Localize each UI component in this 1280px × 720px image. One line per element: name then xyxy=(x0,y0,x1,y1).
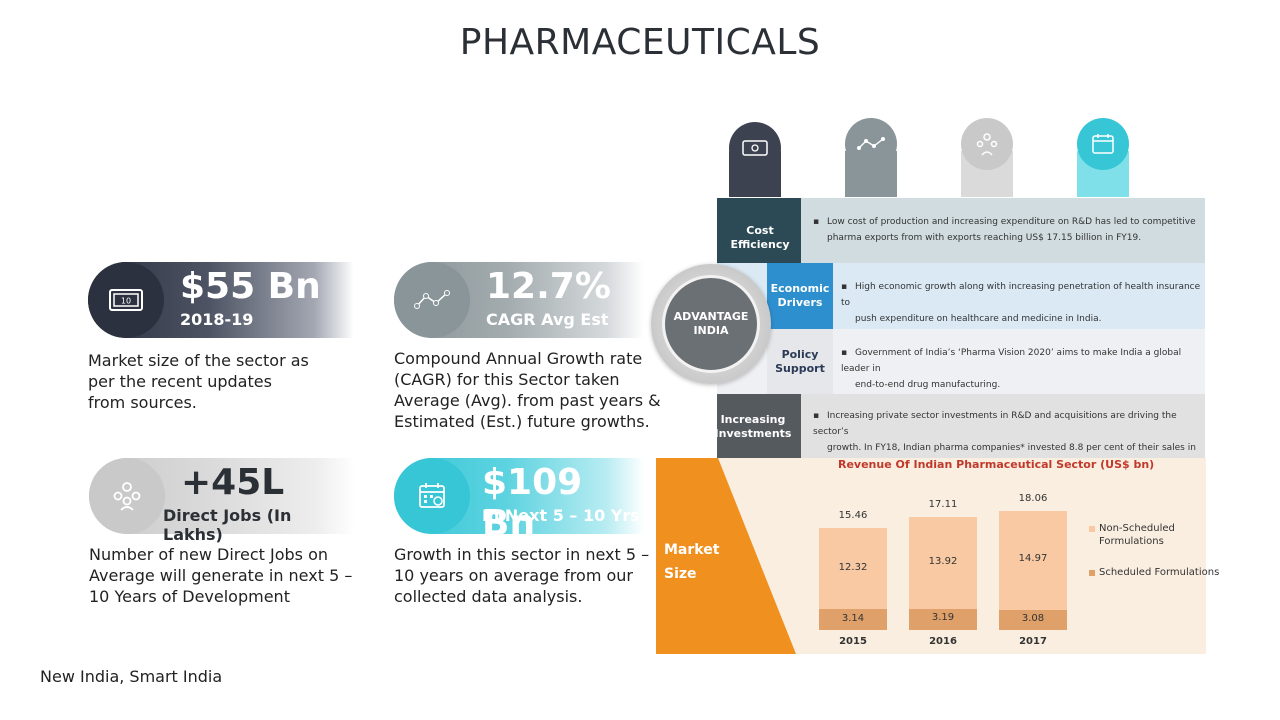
legend-non-scheduled: Non-Scheduled Formulations xyxy=(1099,523,1175,547)
stat-value: 12.7% xyxy=(486,266,611,307)
calendar-icon xyxy=(1077,118,1129,170)
chart-title: Revenue Of Indian Pharmaceutical Sector … xyxy=(838,458,1155,471)
people-icon xyxy=(961,118,1013,170)
legend-swatch-non-scheduled xyxy=(1089,526,1095,532)
row-label: Cost Efficiency xyxy=(717,198,801,263)
stat-description: Market size of the sector as per the rece… xyxy=(88,351,309,412)
data-label-non-scheduled: 13.92 xyxy=(928,556,958,567)
money-icon xyxy=(729,122,781,174)
advantage-row-cost: Cost Efficiency ▪ Low cost of production a… xyxy=(717,198,1205,263)
x-tick-label: 2016 xyxy=(929,636,957,647)
data-label-total: 15.46 xyxy=(838,509,868,521)
data-label-total: 18.06 xyxy=(1018,492,1048,504)
data-label-non-scheduled: 14.97 xyxy=(1018,553,1048,565)
data-label-scheduled: 3.19 xyxy=(931,612,955,624)
advantage-india-label: ADVANTAGE INDIA xyxy=(662,275,760,373)
page-title: PHARMACEUTICALS xyxy=(459,22,821,63)
advantage-india-circle: ADVANTAGE INDIA xyxy=(651,264,771,384)
row-text: ▪ High economic growth along with increas… xyxy=(841,282,1201,324)
x-tick-label: 2017 xyxy=(1019,636,1047,647)
stat-card-cagr: 12.7% CAGR Avg Est xyxy=(394,262,644,338)
money-icon: 10 xyxy=(88,262,164,338)
legend-scheduled: Scheduled Formulations xyxy=(1099,567,1220,578)
svg-text:10: 10 xyxy=(121,297,131,306)
calendar-icon xyxy=(394,458,470,534)
stat-card-jobs: +45L Direct Jobs (In Lakhs) xyxy=(89,458,355,544)
advantage-row-investments: Increasing Investments ▪ Increasing privat… xyxy=(715,394,1205,469)
bar-non-scheduled-2016 xyxy=(909,517,977,609)
line-chart-icon xyxy=(394,262,470,338)
stat-caption: Direct Jobs (In Lakhs) xyxy=(163,506,292,544)
stat-value: +45L xyxy=(181,462,285,503)
bar-non-scheduled-2015 xyxy=(819,527,887,610)
stat-card-market-size: 10 $55 Bn 2018-19 xyxy=(88,262,354,338)
legend-swatch-scheduled xyxy=(1089,570,1095,576)
data-label-total: 17.11 xyxy=(928,499,958,511)
bar-non-scheduled-2017 xyxy=(999,510,1067,610)
row-label: Increasing Investments xyxy=(715,394,801,458)
stat-description: Compound Annual Growth rate (CAGR) for th… xyxy=(394,349,661,431)
stat-description: Number of new Direct Jobs on Average will… xyxy=(89,545,353,606)
row-text: ▪ Government of India’s ‘Pharma Vision 20… xyxy=(841,348,1182,390)
stat-card-growth: $109 Bn In Next 5 – 10 Yrs xyxy=(394,458,644,544)
stat-caption: 2018-19 xyxy=(180,310,254,329)
footer-text: New India, Smart India xyxy=(40,667,223,686)
stat-value: $55 Bn xyxy=(180,266,321,307)
row-label: Economic Drivers xyxy=(767,263,833,329)
stat-description: Growth in this sector in next 5 –10 year… xyxy=(394,545,650,606)
bar-scheduled-2017 xyxy=(999,609,1067,630)
advantage-row-policy: Policy Support ▪ Government of India’s ‘Ph… xyxy=(717,329,1205,394)
bar-scheduled-2015 xyxy=(819,609,887,630)
bar-scheduled-2016 xyxy=(909,608,977,630)
stat-caption: CAGR Avg Est xyxy=(486,310,609,329)
market-size-label: Market Size xyxy=(664,542,720,582)
x-tick-label: 2015 xyxy=(839,636,867,647)
stat-caption: In Next 5 – 10 Yrs xyxy=(482,506,640,525)
data-label-non-scheduled: 12.32 xyxy=(838,561,868,573)
row-text: ▪ Low cost of production and increasing e… xyxy=(813,217,1196,243)
market-size-banner xyxy=(656,458,796,654)
stat-value: $109 Bn xyxy=(482,462,583,544)
line-chart-icon xyxy=(845,118,897,170)
people-icon xyxy=(89,458,165,534)
data-label-scheduled: 3.14 xyxy=(841,612,865,624)
advantage-row-economic: Economic Drivers ▪ High economic growth al… xyxy=(717,263,1205,329)
data-label-scheduled: 3.08 xyxy=(1021,612,1045,624)
row-label: Policy Support xyxy=(767,329,833,394)
